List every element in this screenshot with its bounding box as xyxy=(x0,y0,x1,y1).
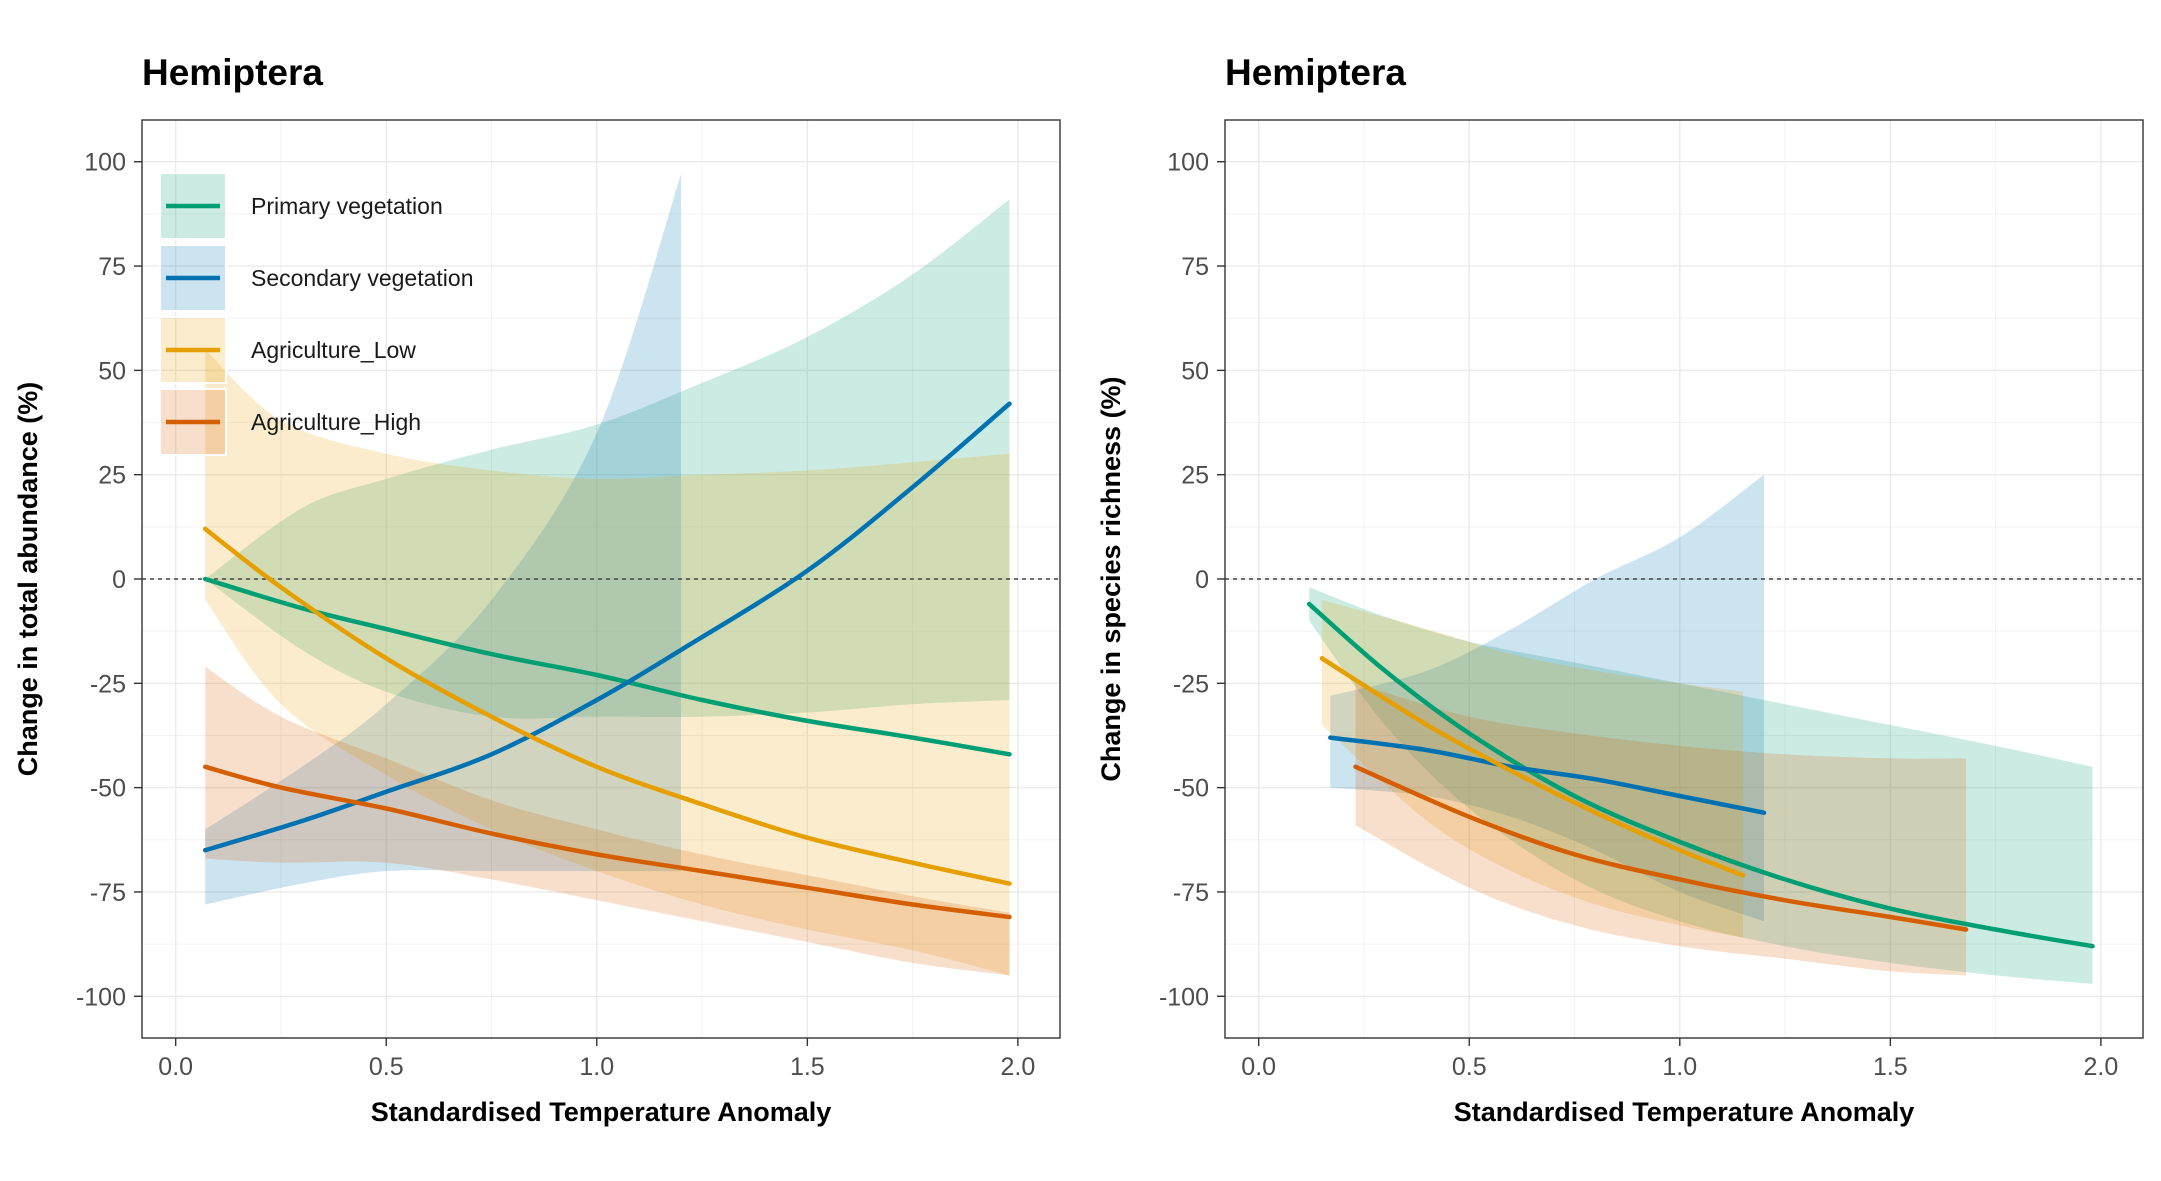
legend-item-secondary-vegetation: Secondary vegetation xyxy=(159,244,474,312)
line-secondary-vegetation xyxy=(202,401,1012,853)
x-tick-label: 0.0 xyxy=(158,1053,193,1081)
x-tick-label: 1.0 xyxy=(579,1053,614,1081)
x-axis-ticks: 0.0 0.5 1.0 1.5 2.0 xyxy=(1241,1038,2118,1081)
y-tick-label: 25 xyxy=(98,462,126,490)
line-primary-vegetation xyxy=(202,576,1012,757)
y-tick-label: 100 xyxy=(84,149,126,177)
y-tick-label: 75 xyxy=(98,253,126,281)
y-tick-label: -25 xyxy=(1173,670,1209,698)
legend-label: Primary vegetation xyxy=(251,193,443,219)
line-secondary-vegetation xyxy=(1328,735,1767,815)
x-tick-label: 0.5 xyxy=(369,1053,404,1081)
y-tick-label: -50 xyxy=(1173,775,1209,803)
series-lines xyxy=(1306,601,2095,949)
y-tick-label: 50 xyxy=(1181,357,1209,385)
panel-title: Hemiptera xyxy=(1225,52,1406,93)
legend-label: Agriculture_High xyxy=(251,409,421,435)
y-tick-label: -100 xyxy=(76,983,126,1011)
legend-label: Agriculture_Low xyxy=(251,337,416,363)
y-tick-label: -25 xyxy=(90,670,126,698)
x-axis-ticks: 0.0 0.5 1.0 1.5 2.0 xyxy=(158,1038,1035,1081)
y-tick-label: -50 xyxy=(90,775,126,803)
y-tick-label: 50 xyxy=(98,357,126,385)
legend-item-primary-vegetation: Primary vegetation xyxy=(159,172,443,240)
y-axis-ticks: 100 75 50 25 0 -25 -50 -75 -100 xyxy=(1159,149,1225,1011)
y-tick-label: -75 xyxy=(1173,879,1209,907)
band-agriculture-low xyxy=(205,349,1010,976)
confidence-bands xyxy=(205,174,1010,976)
y-tick-label: 75 xyxy=(1181,253,1209,281)
x-tick-label: 2.0 xyxy=(2084,1053,2119,1081)
line-agriculture-low xyxy=(202,526,1012,886)
x-tick-label: 1.5 xyxy=(1873,1053,1908,1081)
y-tick-label: 100 xyxy=(1167,149,1209,177)
x-tick-label: 0.0 xyxy=(1241,1053,1276,1081)
x-tick-label: 1.5 xyxy=(790,1053,825,1081)
band-secondary-vegetation xyxy=(1330,474,1764,922)
legend: Primary vegetation Secondary vegetation Ag… xyxy=(159,172,474,456)
x-axis-title: Standardised Temperature Anomaly xyxy=(1454,1097,1915,1127)
legend-label: Secondary vegetation xyxy=(251,265,474,291)
y-tick-label: -100 xyxy=(1159,983,1209,1011)
y-axis-title: Change in total abundance (%) xyxy=(13,382,43,777)
y-tick-label: 0 xyxy=(1195,566,1209,594)
panel-title: Hemiptera xyxy=(142,52,323,93)
x-axis-title: Standardised Temperature Anomaly xyxy=(371,1097,832,1127)
y-axis-title: Change in species richness (%) xyxy=(1096,376,1126,781)
panel-abundance: Hemiptera 0.0 0.5 1.0 1.5 2.0 100 75 50 25 0 -25 -… xyxy=(13,52,1061,1127)
y-axis-ticks: 100 75 50 25 0 -25 -50 -75 -100 xyxy=(76,149,142,1011)
legend-item-agriculture-low: Agriculture_Low xyxy=(159,316,416,384)
line-agriculture-high xyxy=(1353,764,1969,932)
confidence-bands xyxy=(1309,474,2093,984)
line-agriculture-low xyxy=(1319,656,1746,878)
band-primary-vegetation xyxy=(1309,587,2093,984)
panel-richness: Hemiptera 0.0 0.5 1.0 1.5 2.0 100 75 50 25 0 -25 -… xyxy=(1096,52,2144,1127)
legend-item-agriculture-high: Agriculture_High xyxy=(159,388,421,456)
x-tick-label: 1.0 xyxy=(1662,1053,1697,1081)
y-tick-label: 25 xyxy=(1181,462,1209,490)
line-agriculture-high xyxy=(202,764,1012,920)
x-tick-label: 0.5 xyxy=(1452,1053,1487,1081)
band-secondary-vegetation xyxy=(205,174,681,905)
y-tick-label: -75 xyxy=(90,879,126,907)
band-agriculture-high xyxy=(205,666,1010,976)
series-lines xyxy=(202,401,1012,920)
y-tick-label: 0 xyxy=(112,566,126,594)
x-tick-label: 2.0 xyxy=(1001,1053,1036,1081)
line-primary-vegetation xyxy=(1306,601,2095,949)
band-primary-vegetation xyxy=(205,199,1010,719)
